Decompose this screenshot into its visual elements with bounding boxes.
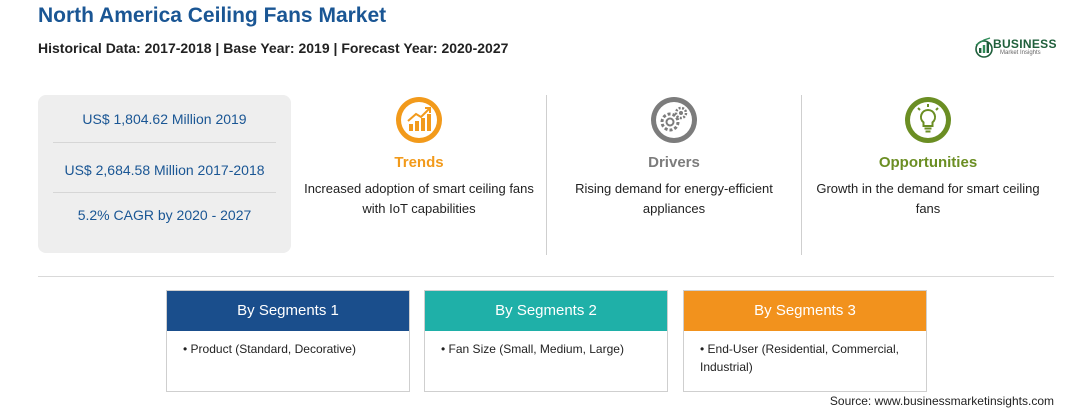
segment-1-list: • Product (Standard, Decorative) (183, 342, 356, 356)
trend-chart-icon (396, 97, 442, 143)
logo-globe-icon (975, 37, 993, 58)
stats-panel: US$ 1,804.62 Million 2019 US$ 2,684.58 M… (38, 95, 291, 253)
stat-market-size-historical: US$ 2,684.58 Million 2017-2018 (64, 162, 265, 178)
drivers-description: Rising demand for energy-efficient appli… (575, 181, 773, 216)
page-title: North America Ceiling Fans Market (38, 4, 387, 27)
opportunities-column: Opportunities Growth in the demand for s… (803, 95, 1053, 219)
page-subtitle: Historical Data: 2017-2018 | Base Year: … (38, 40, 509, 56)
segment-card-3: By Segments 3 • End-User (Residential, C… (683, 290, 927, 392)
segment-2-list: • Fan Size (Small, Medium, Large) (441, 342, 624, 356)
opportunities-description: Growth in the demand for smart ceiling f… (816, 181, 1040, 216)
stats-divider (53, 192, 276, 193)
segment-3-heading: By Segments 3 (684, 291, 926, 331)
source-credit: Source: www.businessmarketinsights.com (829, 394, 1054, 408)
company-logo: BUSINESS Market Insights (974, 36, 1064, 62)
trends-description: Increased adoption of smart ceiling fans… (304, 181, 534, 216)
drivers-heading: Drivers (648, 154, 700, 171)
opportunities-heading: Opportunities (878, 154, 978, 171)
segment-3-list: • End-User (Residential, Commercial, Ind… (700, 342, 899, 374)
stats-divider (53, 142, 276, 143)
section-divider (38, 276, 1054, 277)
stat-market-size-2019: US$ 1,804.62 Million 2019 (82, 111, 247, 127)
logo-wordmark: BUSINESS (993, 37, 1057, 51)
segment-1-item: Product (Standard, Decorative) (190, 342, 356, 356)
segment-card-1: By Segments 1 • Product (Standard, Decor… (166, 290, 410, 392)
gears-icon (651, 97, 697, 143)
segment-2-heading: By Segments 2 (425, 291, 667, 331)
segment-2-item: Fan Size (Small, Medium, Large) (448, 342, 624, 356)
column-divider (801, 95, 802, 255)
trends-heading: Trends (394, 154, 444, 171)
lightbulb-icon (905, 97, 951, 143)
trends-column: Trends Increased adoption of smart ceili… (294, 95, 544, 219)
drivers-column: Drivers Rising demand for energy-efficie… (549, 95, 799, 219)
segment-3-item: End-User (Residential, Commercial, Indus… (700, 342, 899, 374)
stat-cagr: 5.2% CAGR by 2020 - 2027 (77, 207, 252, 223)
column-divider (546, 95, 547, 255)
segment-1-heading: By Segments 1 (167, 291, 409, 331)
logo-tagline: Market Insights (1000, 50, 1041, 56)
segment-card-2: By Segments 2 • Fan Size (Small, Medium,… (424, 290, 668, 392)
